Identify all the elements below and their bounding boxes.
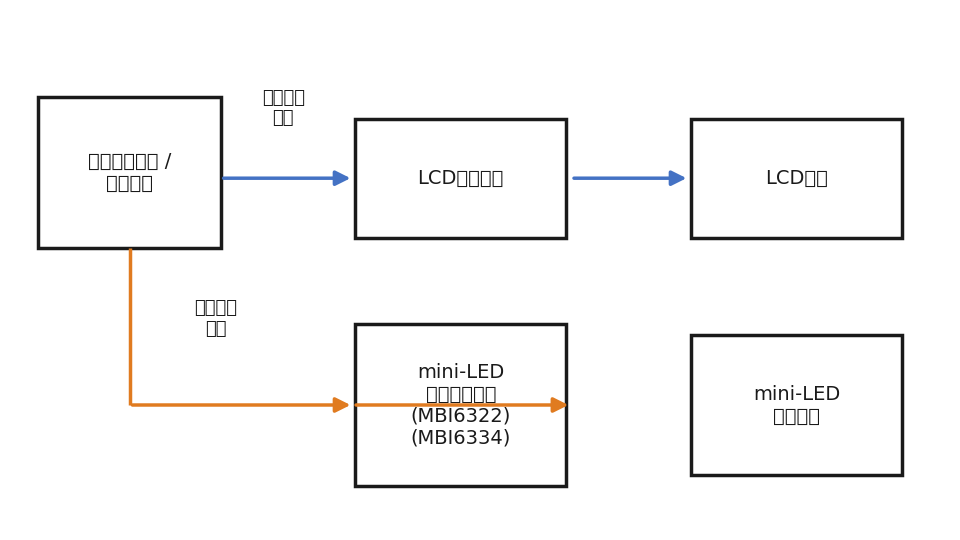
Bar — [355, 119, 566, 238]
Text: LCD驅動晶片: LCD驅動晶片 — [418, 168, 504, 188]
Bar — [355, 324, 566, 486]
Bar — [691, 335, 902, 475]
Text: mini-LED
背光驅動晶片
(MBI6322)
(MBI6334): mini-LED 背光驅動晶片 (MBI6322) (MBI6334) — [411, 362, 511, 448]
Text: 時序控制
邏輯: 時序控制 邏輯 — [262, 89, 304, 127]
Text: 時序控制晶片 /
橋接晶片: 時序控制晶片 / 橋接晶片 — [88, 152, 171, 193]
Bar — [691, 119, 902, 238]
Text: LCD面板: LCD面板 — [765, 168, 828, 188]
Bar — [38, 97, 221, 248]
Text: mini-LED
背光燈板: mini-LED 背光燈板 — [754, 384, 840, 426]
Text: 區域調光
數據: 區域調光 數據 — [195, 299, 237, 338]
